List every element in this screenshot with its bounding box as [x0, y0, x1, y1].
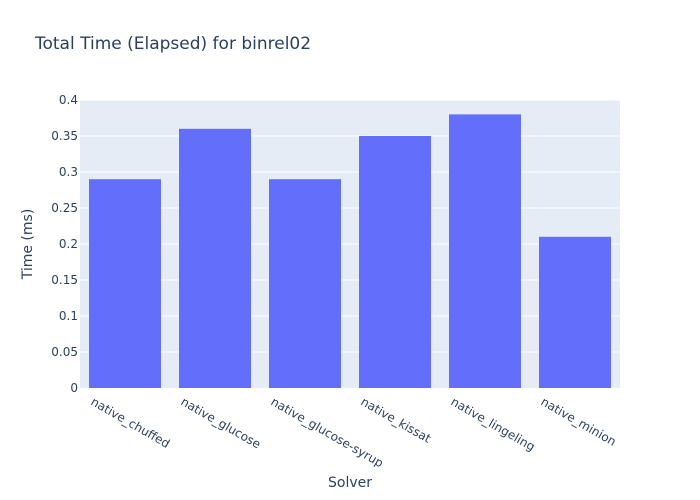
- bar-native_minion: [539, 236, 611, 388]
- y-tick-label: 0.25: [51, 201, 78, 215]
- x-tick-label: native_kissat: [359, 394, 434, 445]
- x-tick-label: native_chuffed: [89, 394, 173, 450]
- y-tick-label: 0.15: [51, 273, 78, 287]
- x-axis-label: Solver: [328, 475, 372, 491]
- y-tick-label: 0.05: [51, 345, 78, 359]
- y-tick-label: 0.3: [59, 165, 78, 179]
- bar-native_lingeling: [449, 114, 521, 389]
- x-tick-labels: native_chuffed native_glucose native_gluco…: [89, 394, 619, 470]
- bar-native_kissat: [359, 136, 431, 388]
- x-tick-label: native_minion: [539, 394, 619, 448]
- grid-lines: [80, 99, 620, 353]
- bar-native_glucose-syrup: [269, 179, 341, 388]
- bar-native_chuffed: [89, 179, 161, 388]
- y-tick-label: 0.2: [59, 237, 78, 251]
- x-tick-label: native_glucose: [179, 394, 264, 451]
- y-tick-label: 0: [70, 381, 78, 395]
- chart-title: Total Time (Elapsed) for binrel02: [35, 34, 312, 54]
- bar-native_glucose: [179, 128, 251, 389]
- y-tick-label: 0.35: [51, 129, 78, 143]
- y-tick-labels: 0 0.05 0.1 0.15 0.2 0.25 0.3 0.35 0.4: [51, 93, 78, 395]
- y-axis-label: Time (ms): [20, 209, 36, 281]
- x-tick-label: native_lingeling: [449, 394, 538, 453]
- bars: [89, 114, 611, 389]
- y-tick-label: 0.1: [59, 309, 78, 323]
- y-tick-label: 0.4: [59, 93, 78, 107]
